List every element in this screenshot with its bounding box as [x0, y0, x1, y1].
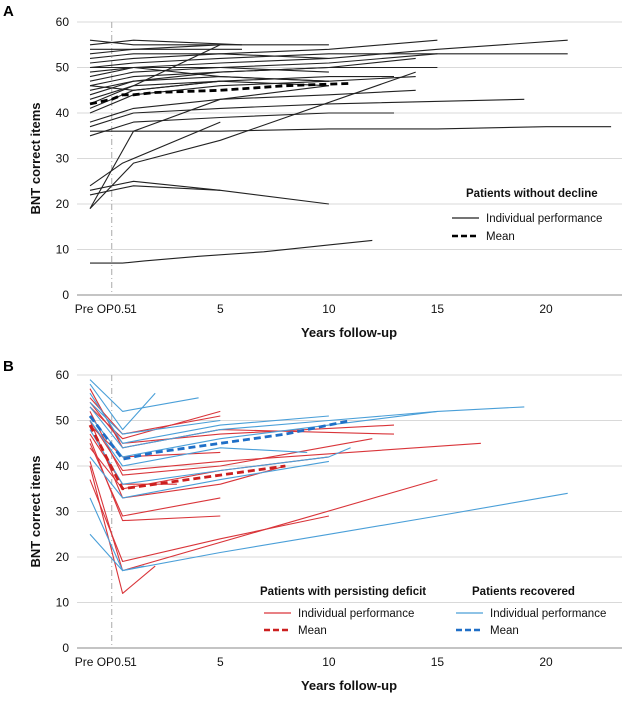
deficit-line — [89, 406, 221, 440]
legend-b-recovered-individual-label: Individual performance — [490, 608, 606, 620]
x-tick-label: 0.5 — [114, 655, 131, 669]
recovered-line — [89, 420, 308, 467]
x-tick-label: Pre OP — [75, 655, 114, 669]
individual-line — [90, 66, 329, 82]
individual-line — [89, 98, 525, 128]
legend-a-title: Patients without decline — [466, 188, 598, 200]
individual-line — [89, 66, 438, 87]
individual-line — [89, 53, 438, 69]
legend-a-individual-label: Individual performance — [486, 213, 602, 225]
individual-line — [90, 126, 612, 132]
panel-b-x-axis-title: Years follow-up — [301, 678, 397, 693]
panel-a-x-axis-title: Years follow-up — [301, 325, 397, 340]
deficit-line — [89, 465, 156, 594]
deficit-line — [89, 447, 329, 490]
deficit-line — [89, 388, 395, 449]
y-tick-label: 0 — [62, 641, 69, 655]
y-tick-label: 50 — [56, 414, 70, 428]
legend-b-deficit-title: Patients with persisting deficit — [260, 586, 426, 598]
recovered-line — [89, 401, 221, 435]
x-tick-label: 20 — [539, 655, 553, 669]
legend-b-recovered-title: Patients recovered — [472, 586, 575, 598]
individual-line — [89, 85, 329, 209]
deficit-line — [89, 479, 330, 563]
individual-line — [89, 121, 221, 187]
x-tick-label: 10 — [322, 655, 336, 669]
y-tick-label: 40 — [56, 459, 70, 473]
panel-b-legend-deficit: Patients with persisting deficit Individ… — [260, 586, 426, 637]
y-tick-label: 30 — [56, 505, 70, 519]
x-tick-label: 20 — [539, 302, 553, 316]
x-tick-label: 5 — [217, 655, 224, 669]
y-tick-label: 10 — [56, 243, 70, 257]
x-tick-label: 0.5 — [114, 302, 131, 316]
recovered-line — [89, 383, 156, 431]
individual-line — [89, 180, 329, 205]
meanmean-line — [89, 82, 351, 106]
y-tick-label: 40 — [56, 106, 70, 120]
individual-line — [89, 80, 329, 100]
deficit-line — [89, 461, 438, 572]
deficit-mean-line — [88, 424, 286, 491]
individual-line — [89, 39, 221, 46]
y-tick-label: 60 — [56, 15, 70, 29]
recovered-line — [89, 492, 568, 572]
legend-b-deficit-individual-label: Individual performance — [298, 608, 414, 620]
y-tick-label: 60 — [56, 368, 70, 382]
recovered-line — [89, 406, 525, 449]
individual-line — [89, 80, 221, 91]
x-tick-label: 1 — [130, 655, 137, 669]
individual-line — [89, 71, 416, 209]
deficit-line — [89, 420, 481, 472]
panel-b-legend-recovered: Patients recovered Individual performanc… — [456, 586, 606, 637]
panel-b-lines — [88, 379, 568, 594]
x-tick-label: 15 — [431, 302, 445, 316]
deficit-line — [89, 438, 221, 522]
x-tick-label: 5 — [217, 302, 224, 316]
y-tick-label: 0 — [62, 288, 69, 302]
panel-a-gridlines — [77, 21, 622, 296]
panel-a-legend: Patients without decline Individual perf… — [452, 188, 602, 243]
individual-line — [89, 39, 243, 46]
individual-line — [89, 39, 568, 78]
individual-line — [89, 44, 329, 55]
individual-line — [89, 39, 438, 64]
individual-line — [89, 53, 329, 59]
recovered-mean-line — [88, 415, 351, 461]
x-tick-label: 1 — [130, 302, 137, 316]
panel-b-letter: B — [3, 358, 14, 375]
individual-line — [89, 185, 221, 196]
y-tick-label: 20 — [56, 550, 70, 564]
recovered-line — [89, 456, 329, 499]
recovered-line — [89, 379, 199, 412]
panel-b-y-axis-title: BNT correct items — [28, 456, 43, 568]
individual-line — [89, 112, 394, 137]
x-tick-label: 10 — [322, 302, 336, 316]
panel-a-letter: A — [3, 3, 14, 20]
panel-a-lines — [89, 39, 612, 264]
individual-line — [89, 76, 416, 114]
y-tick-label: 50 — [56, 61, 70, 75]
y-tick-label: 20 — [56, 197, 70, 211]
individual-line — [89, 53, 568, 82]
y-tick-label: 30 — [56, 152, 70, 166]
y-tick-label: 10 — [56, 596, 70, 610]
legend-a-mean-label: Mean — [486, 231, 515, 243]
individual-line — [89, 66, 329, 73]
x-tick-label: 15 — [431, 655, 445, 669]
x-tick-label: Pre OP — [75, 302, 114, 316]
individual-line — [90, 239, 373, 264]
deficit-line — [89, 443, 221, 517]
legend-b-deficit-mean-label: Mean — [298, 625, 327, 637]
panel-a-y-axis-title: BNT correct items — [28, 103, 43, 215]
legend-b-recovered-mean-label: Mean — [490, 625, 519, 637]
